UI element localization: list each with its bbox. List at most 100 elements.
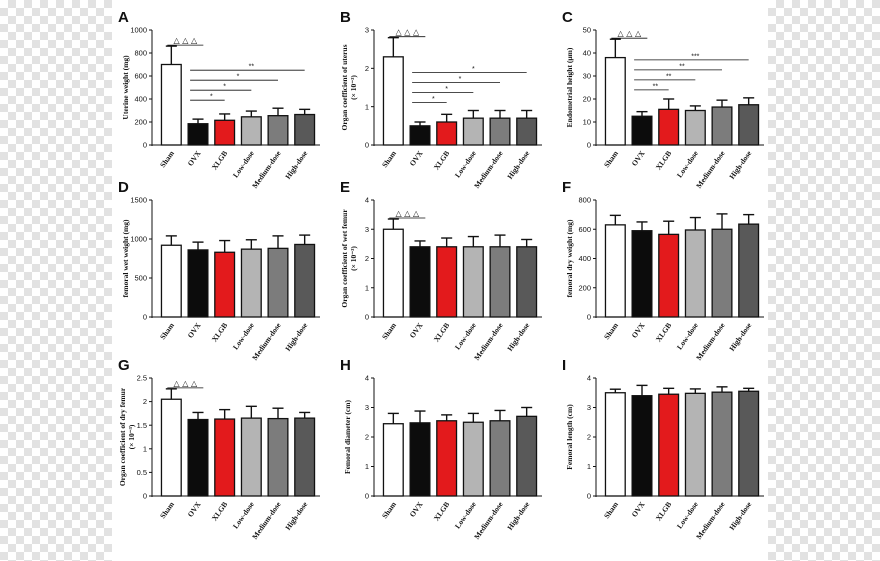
panel-a: A 0 200 400 600 800 1000 Uterine weight (mg) Sha…: [118, 9, 320, 190]
y-tick-label: 1000: [130, 26, 147, 35]
bar-medium-dose: [711, 391, 733, 497]
x-tick-label: High-dose: [505, 499, 531, 531]
bar-ovx: [409, 125, 431, 146]
panel-letter: D: [118, 179, 129, 196]
bar-high-dose: [516, 415, 538, 497]
x-tick-label: XLGB: [210, 321, 230, 344]
y-tick-label: 0: [365, 492, 369, 501]
bar-medium-dose: [267, 115, 289, 146]
x-tick-label: OVX: [408, 321, 425, 340]
y-tick-label: 0: [143, 492, 147, 501]
x-tick-label: OVX: [408, 149, 425, 168]
y-tick-label: 3: [587, 403, 591, 412]
y-tick-label: 2.5: [137, 374, 147, 383]
bar-sham: [604, 224, 626, 318]
bar-low-dose: [462, 117, 484, 146]
x-tick-label: Sham: [158, 499, 176, 520]
bar-xlgb: [658, 233, 680, 318]
bar-low-dose: [684, 109, 706, 146]
bar-xlgb: [436, 420, 458, 497]
panel-letter: C: [562, 9, 573, 26]
sham-vs-ovx-marker: △ △ △: [396, 209, 420, 218]
bar-sham: [160, 244, 182, 318]
bar-high-dose: [516, 246, 538, 318]
significance-label: *: [472, 66, 475, 73]
significance-label: *: [210, 94, 213, 101]
bar-high-dose: [738, 390, 760, 497]
x-tick-label: Low-dose: [231, 499, 256, 530]
y-tick-label: 0.5: [137, 468, 147, 477]
y-tick-label: 4: [587, 374, 591, 383]
bar-ovx: [187, 418, 209, 497]
bar-ovx: [631, 395, 653, 497]
bar-medium-dose: [489, 246, 511, 318]
bar-medium-dose: [489, 420, 511, 497]
y-tick-label: 400: [578, 254, 591, 263]
bar-sham: [160, 63, 182, 146]
bar-ovx: [409, 422, 431, 497]
x-tick-label: XLGB: [654, 321, 674, 344]
bar-medium-dose: [267, 417, 289, 497]
y-tick-label: 1500: [130, 196, 147, 205]
x-tick-label: High-dose: [283, 148, 309, 180]
bar-high-dose: [516, 117, 538, 146]
y-tick-label: 0: [587, 492, 591, 501]
x-tick-label: Low-dose: [453, 499, 478, 530]
y-tick-label: 20: [583, 95, 591, 104]
y-tick-label: 1: [365, 102, 369, 111]
x-tick-label: OVX: [186, 321, 203, 340]
panel-h: H 0 1 2 3 4 Femoral diameter (cm) Sham OVX XLGB Lo…: [340, 357, 542, 541]
panel-c: C 0 10 20 30 40 50 Endometrial height (μm) Sham O…: [562, 9, 764, 190]
y-tick-label: 4: [365, 374, 369, 383]
x-tick-label: Low-dose: [675, 148, 700, 179]
y-tick-label: 500: [134, 274, 147, 283]
bar-low-dose: [240, 116, 262, 146]
y-tick-label: 0: [143, 141, 147, 150]
significance-label: **: [679, 63, 685, 70]
significance-label: *: [223, 84, 226, 91]
bar-xlgb: [436, 121, 458, 146]
bar-ovx: [187, 123, 209, 146]
y-axis-label: Organ coefficient of dry femur: [118, 387, 127, 486]
y-tick-label: 0: [143, 313, 147, 322]
bar-ovx: [631, 230, 653, 318]
x-tick-label: XLGB: [210, 500, 230, 523]
significance-label: *: [237, 74, 240, 81]
y-axis-label: Femoral length (cm): [565, 404, 574, 470]
bar-high-dose: [738, 223, 760, 318]
bar-xlgb: [214, 251, 236, 318]
panel-i: I 0 1 2 3 4 Femoral length (cm) Sham OVX XLGB Low-…: [562, 357, 764, 541]
significance-label: *: [445, 86, 448, 93]
y-tick-label: 200: [578, 283, 591, 292]
x-tick-label: Low-dose: [675, 320, 700, 351]
bar-high-dose: [294, 113, 316, 146]
panel-letter: I: [562, 357, 566, 374]
sham-vs-ovx-marker: △ △ △: [174, 379, 198, 388]
panel-e: E 0 1 2 3 4 Organ coefficient of wet femur (× 1…: [340, 179, 542, 362]
y-tick-label: 1.5: [137, 421, 147, 430]
bar-xlgb: [436, 246, 458, 318]
panel-letter: E: [340, 179, 350, 196]
y-tick-label: 0: [587, 313, 591, 322]
bar-xlgb: [214, 119, 236, 146]
y-axis-label: Endometrial height (μm): [565, 47, 574, 127]
x-tick-label: Sham: [380, 148, 398, 169]
y-axis-label: Organ coefficient of wet femur: [340, 209, 349, 308]
bar-low-dose: [462, 421, 484, 497]
panel-b: B 0 1 2 3 Organ coefficient of uterus (× 10⁻³)…: [340, 9, 542, 190]
x-tick-label: Sham: [380, 499, 398, 520]
panel-letter: H: [340, 357, 351, 374]
y-tick-label: 40: [583, 49, 591, 58]
bar-ovx: [409, 246, 431, 318]
y-axis-unit-label: (× 10⁻³): [349, 246, 358, 271]
y-tick-label: 4: [365, 196, 369, 205]
significance-label: *: [459, 76, 462, 83]
y-tick-label: 1: [365, 462, 369, 471]
bar-high-dose: [294, 243, 316, 318]
bar-medium-dose: [711, 228, 733, 318]
sham-vs-ovx-marker: △ △ △: [396, 28, 420, 37]
y-tick-label: 2: [365, 433, 369, 442]
x-tick-label: OVX: [630, 149, 647, 168]
x-tick-label: Sham: [380, 320, 398, 341]
panel-letter: A: [118, 9, 129, 26]
